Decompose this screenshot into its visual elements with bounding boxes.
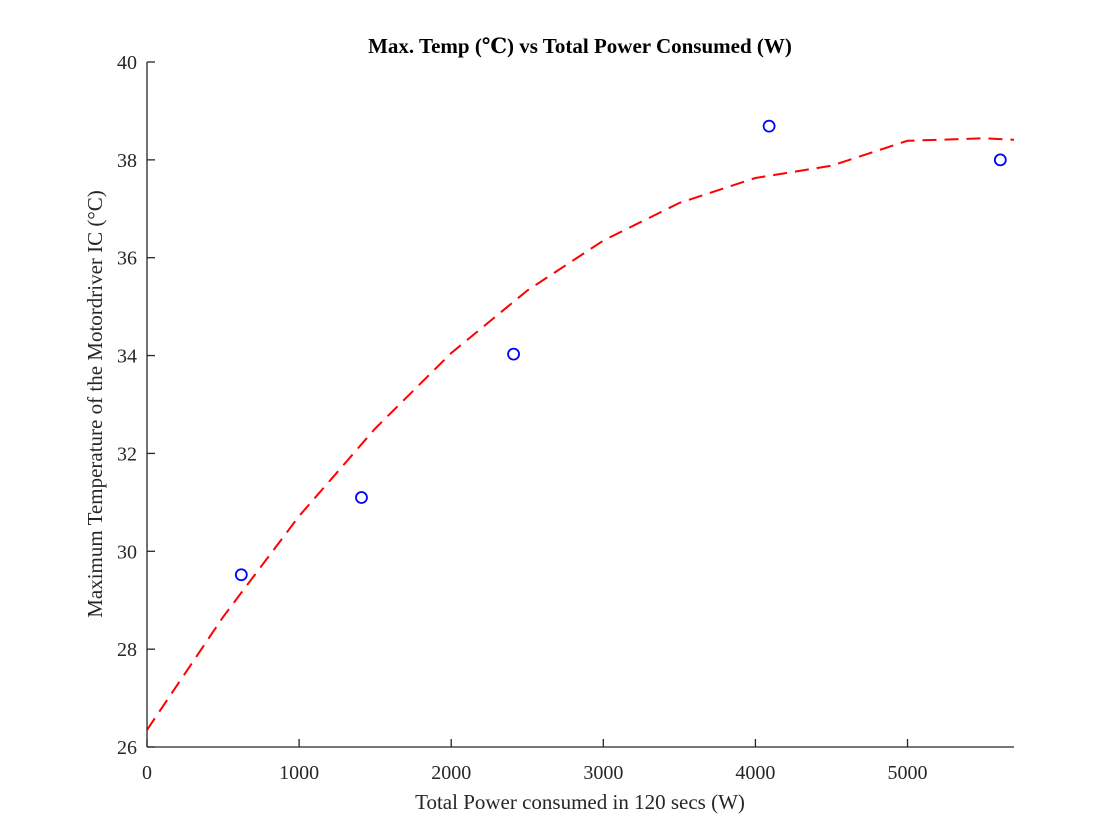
data-point [993,153,1007,167]
x-tick-label: 1000 [279,762,319,784]
x-tick-label: 2000 [431,762,471,784]
chart-title: Max. Temp (℃) vs Total Power Consumed (W… [368,34,792,58]
x-tick-label: 5000 [888,762,928,784]
y-tick-label: 26 [117,737,137,759]
y-tick-label: 36 [117,248,137,270]
y-axis-label: Maximum Temperature of the Motordriver I… [83,190,107,618]
fit-curve-line [146,137,1015,731]
y-tick-label: 40 [117,52,137,74]
y-ticks: 26 28 30 32 34 36 38 40 [117,52,155,759]
y-tick-label: 38 [117,150,137,172]
data-point [234,568,248,582]
y-tick-label: 32 [117,443,137,465]
data-point [355,491,368,504]
data-point [762,119,776,133]
x-tick-label: 4000 [735,762,775,784]
y-tick-label: 34 [117,346,137,368]
x-tick-label: 0 [142,762,152,784]
data-point [507,347,520,361]
x-ticks: 0 1000 2000 3000 4000 5000 [142,739,928,784]
x-tick-label: 3000 [583,762,623,784]
plot-area [146,119,1015,731]
y-tick-label: 28 [117,639,137,661]
y-tick-label: 30 [117,541,137,563]
x-axis-label: Total Power consumed in 120 secs (W) [415,790,745,814]
